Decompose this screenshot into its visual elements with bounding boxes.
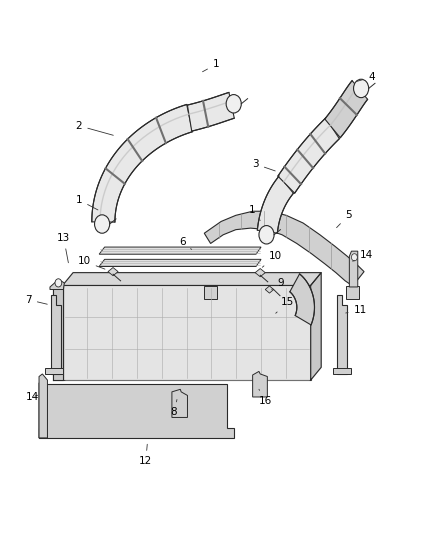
Text: 8: 8 [171, 400, 177, 417]
Bar [204, 286, 217, 298]
Polygon shape [255, 269, 265, 277]
Text: 1: 1 [248, 205, 260, 221]
Text: 6: 6 [179, 237, 191, 249]
Circle shape [226, 94, 241, 113]
Polygon shape [39, 374, 47, 438]
Circle shape [259, 225, 274, 244]
Polygon shape [187, 92, 234, 131]
Circle shape [353, 79, 369, 98]
Polygon shape [332, 368, 351, 374]
Polygon shape [99, 247, 261, 254]
Polygon shape [350, 251, 358, 287]
Polygon shape [204, 211, 364, 286]
Circle shape [95, 215, 110, 233]
Polygon shape [258, 176, 293, 233]
Text: 10: 10 [78, 256, 105, 269]
Polygon shape [337, 295, 347, 374]
Text: 5: 5 [336, 211, 352, 228]
Text: 3: 3 [252, 159, 275, 171]
Polygon shape [45, 368, 64, 374]
Circle shape [55, 279, 62, 287]
Polygon shape [92, 104, 192, 222]
Polygon shape [63, 273, 321, 286]
Text: 14: 14 [353, 250, 373, 261]
Polygon shape [172, 389, 187, 417]
Polygon shape [253, 372, 267, 397]
Polygon shape [53, 286, 63, 380]
Polygon shape [99, 260, 261, 266]
Bar [63, 286, 311, 380]
Text: 4: 4 [356, 72, 375, 82]
Text: 10: 10 [262, 251, 282, 267]
Polygon shape [51, 295, 61, 374]
Text: 16: 16 [259, 389, 272, 406]
Text: 15: 15 [276, 297, 294, 313]
Bar [346, 286, 359, 298]
Text: 7: 7 [25, 295, 47, 305]
Polygon shape [278, 118, 339, 193]
Polygon shape [290, 274, 314, 325]
Text: 2: 2 [76, 121, 113, 135]
Text: 13: 13 [57, 233, 71, 263]
Polygon shape [311, 273, 321, 380]
Text: 1: 1 [76, 195, 98, 210]
Text: 1: 1 [202, 59, 219, 72]
Polygon shape [39, 384, 234, 438]
Text: 11: 11 [346, 305, 367, 315]
Text: 14: 14 [25, 392, 39, 402]
Text: 12: 12 [139, 445, 152, 466]
Polygon shape [325, 80, 367, 138]
Circle shape [351, 254, 357, 261]
Polygon shape [265, 286, 274, 293]
Polygon shape [39, 382, 47, 438]
Polygon shape [50, 279, 64, 289]
Polygon shape [108, 268, 118, 276]
Text: 9: 9 [272, 278, 285, 289]
